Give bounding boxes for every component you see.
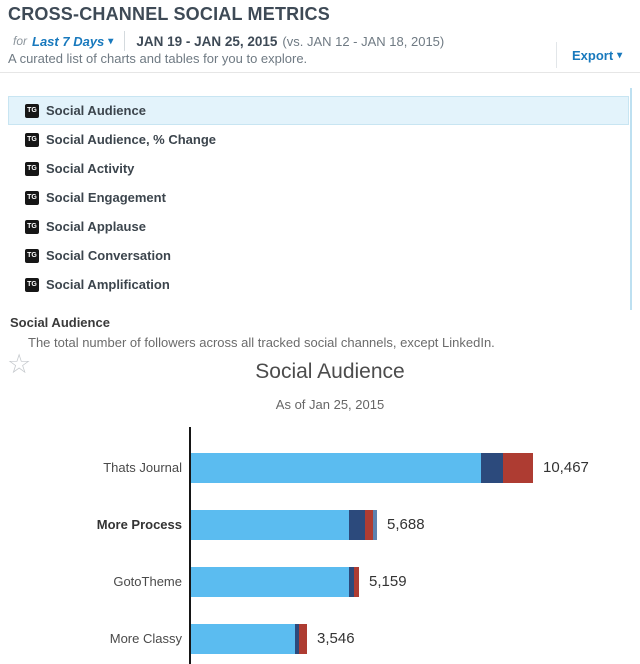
tg-logo-icon: TG [25,248,39,263]
chart-title: Social Audience [255,360,405,383]
bar-value-label: 3,546 [317,630,355,647]
segment-light-blue[interactable] [191,624,295,654]
segment-red[interactable] [299,624,307,654]
bar-row: Thats Journal 10,467 [0,453,640,483]
list-item-social-applause[interactable]: TG Social Applause [8,212,629,241]
period-prefix: for [13,34,28,48]
chevron-down-icon: ▾ [108,35,114,47]
bar-stack: 10,467 [191,453,589,483]
segment-navy[interactable] [481,453,503,483]
list-item-label: Social Audience, % Change [46,132,217,147]
period-selector-label: Last 7 Days [32,33,105,49]
detail-heading: Social Audience [10,315,110,330]
segment-navy[interactable] [349,510,365,540]
date-range: JAN 19 - JAN 25, 2015 [136,33,278,49]
chevron-down-icon: ▾ [617,49,623,61]
bar-category-label: GotoTheme [113,574,182,589]
tg-logo-icon: TG [25,190,39,205]
segment-light-blue[interactable] [191,510,349,540]
export-button[interactable]: Export ▾ [572,48,622,63]
segment-red[interactable] [365,510,373,540]
y-axis-line [189,427,191,664]
curated-subtitle: A curated list of charts and tables for … [8,51,308,66]
export-area: Export ▾ [556,42,622,68]
bar-value-label: 10,467 [543,459,589,476]
list-item-label: Social Activity [46,161,135,176]
list-item-label: Social Engagement [46,190,166,205]
tg-logo-icon: TG [25,132,39,147]
vertical-divider [124,31,126,51]
bar-row: GotoTheme 5,159 [0,567,640,597]
tg-logo-icon: TG [25,103,39,118]
bar-value-label: 5,688 [387,516,425,533]
list-item-social-activity[interactable]: TG Social Activity [8,154,629,183]
bar-category-label: More Process [96,517,182,532]
list-item-social-audience[interactable]: TG Social Audience [8,96,629,125]
bar-plot: Thats Journal 10,467 More Process 5,688 Goto… [0,420,640,664]
page-title: CROSS-CHANNEL SOCIAL METRICS [8,4,330,24]
detail-description: The total number of followers across all… [28,335,495,350]
segment-red[interactable] [354,567,359,597]
list-item-label: Social Applause [46,219,146,234]
header-divider [0,72,640,73]
segment-light-blue[interactable] [191,453,481,483]
star-outline-icon[interactable]: ☆ [7,349,32,379]
list-scrollbar-track [630,88,632,310]
list-item-label: Social Audience [46,103,146,118]
segment-navy[interactable] [349,567,354,597]
bar-row: More Classy 3,546 [0,624,640,654]
list-item-social-conversation[interactable]: TG Social Conversation [8,241,629,270]
segment-navy[interactable] [295,624,299,654]
date-range-compare: (vs. JAN 12 - JAN 18, 2015) [282,33,445,49]
list-item-label: Social Amplification [46,277,170,292]
tg-logo-icon: TG [25,161,39,176]
list-item-social-audience-change[interactable]: TG Social Audience, % Change [8,125,629,154]
tg-logo-icon: TG [25,277,39,292]
list-item-social-engagement[interactable]: TG Social Engagement [8,183,629,212]
bar-category-label: Thats Journal [103,460,182,475]
export-button-label: Export [572,47,614,63]
bar-stack: 5,159 [191,567,407,597]
segment-steel-blue[interactable] [373,510,377,540]
bar-value-label: 5,159 [369,573,407,590]
tg-logo-icon: TG [25,219,39,234]
chart-subtitle: As of Jan 25, 2015 [275,397,385,412]
bar-stack: 5,688 [191,510,425,540]
segment-light-blue[interactable] [191,567,349,597]
period-selector-dropdown[interactable]: Last 7 Days ▾ [32,34,113,49]
metrics-list: TG Social Audience TG Social Audience, % Ch… [8,96,629,299]
segment-red[interactable] [503,453,533,483]
bar-category-label: More Classy [109,631,182,646]
bar-stack: 3,546 [191,624,355,654]
date-row: for Last 7 Days ▾ JAN 19 - JAN 25, 2015 … [13,31,444,51]
list-item-social-amplification[interactable]: TG Social Amplification [8,270,629,299]
bar-row: More Process 5,688 [0,510,640,540]
list-item-label: Social Conversation [46,248,171,263]
